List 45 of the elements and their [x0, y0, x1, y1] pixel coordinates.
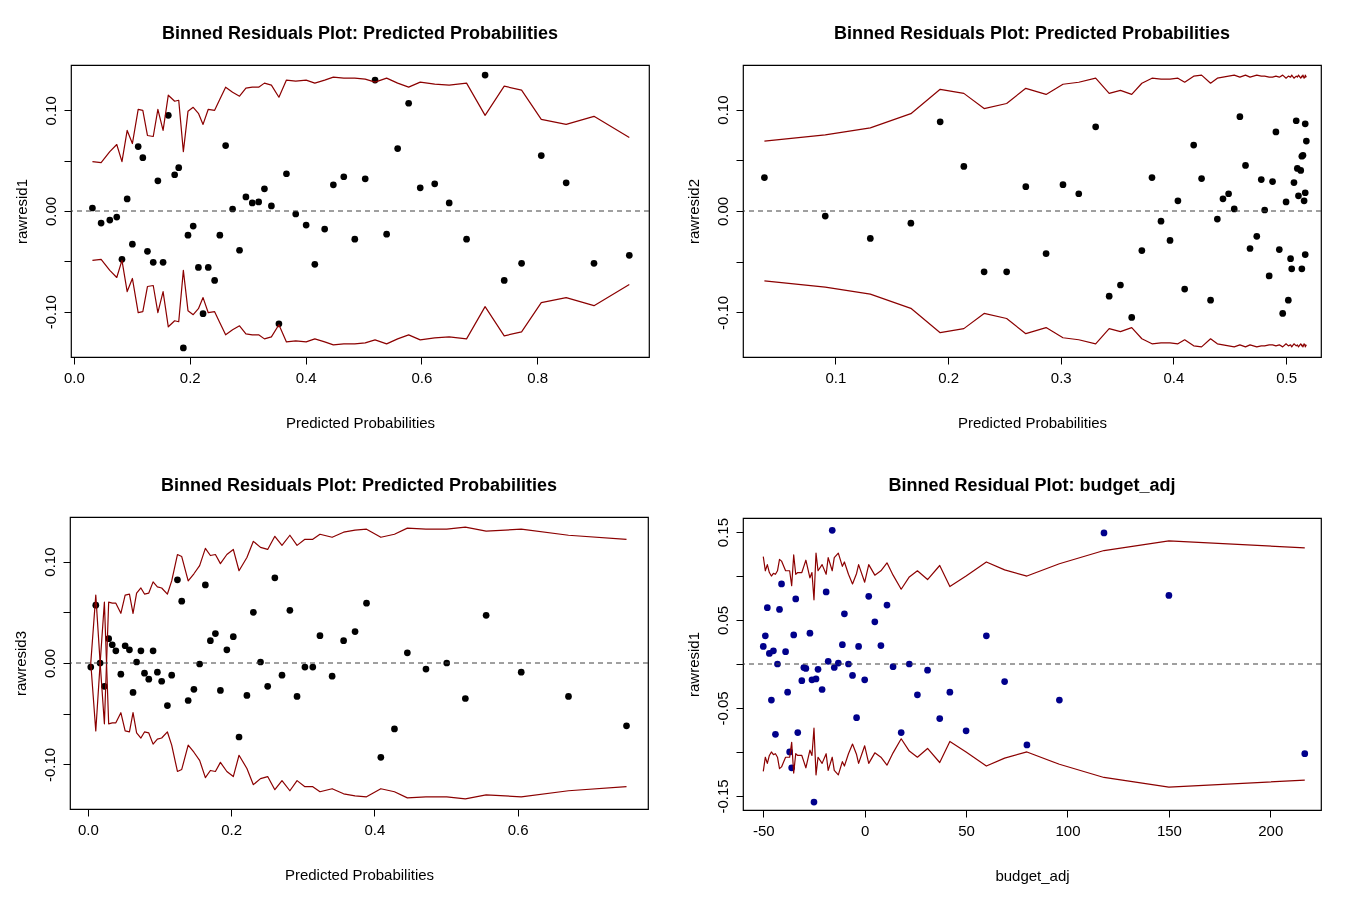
x-tick-label: 0.3: [1050, 368, 1072, 386]
x-axis-title: Predicted Probabilities: [284, 865, 435, 883]
chart-title: Binned Residuals Plot: Predicted Probabilities: [833, 23, 1231, 43]
y-tick-label: 0.10: [41, 96, 59, 126]
x-tick-label: 200: [1258, 821, 1284, 839]
y-tick-label: -0.15: [713, 779, 731, 814]
y-axis-title: rawresid1: [12, 178, 30, 245]
x-tick-label: 0.0: [77, 820, 99, 838]
x-tick-label: 0.2: [938, 368, 959, 386]
x-tick-label: 0: [861, 821, 870, 839]
chart-title: Binned Residuals Plot: Predicted Probabilities: [160, 475, 558, 495]
chart-title: Binned Residuals Plot: Predicted Probabilities: [161, 23, 559, 43]
x-axis-title: budget_adj: [995, 866, 1070, 884]
y-tick-label: -0.10: [41, 295, 59, 330]
x-tick-label: 0.4: [295, 368, 317, 386]
x-tick-label: 0.4: [364, 820, 386, 838]
y-tick-label: 0.10: [713, 95, 731, 125]
x-tick-label: 0.6: [507, 820, 529, 838]
x-tick-label: 0.0: [63, 368, 85, 386]
y-tick-label: 0.00: [41, 196, 59, 227]
x-tick-label: -50: [752, 821, 775, 839]
y-tick-label: 0.00: [713, 196, 731, 227]
x-tick-label: 0.8: [527, 368, 549, 386]
y-tick-label: -0.10: [40, 747, 58, 782]
x-tick-label: 150: [1156, 821, 1182, 839]
chart-title: Binned Residual Plot: budget_adj: [888, 475, 1176, 496]
x-tick-label: 0.1: [825, 368, 847, 386]
y-tick-label: -0.10: [713, 295, 731, 330]
x-tick-label: 0.4: [1163, 368, 1185, 386]
x-tick-label: 0.2: [221, 820, 243, 838]
y-axis-title: rawresid1: [684, 631, 702, 698]
y-axis-title: rawresid2: [684, 178, 702, 245]
x-tick-label: 0.5: [1276, 368, 1297, 386]
x-tick-label: 100: [1055, 821, 1081, 839]
y-tick-label: 0.15: [713, 517, 731, 548]
y-axis-title: rawresid3: [11, 630, 29, 697]
x-tick-label: 50: [958, 821, 975, 839]
y-tick-label: -0.05: [713, 691, 731, 726]
y-tick-label: 0.05: [713, 605, 731, 636]
y-tick-label: 0.10: [40, 547, 58, 577]
x-axis-title: Predicted Probabilities: [285, 413, 436, 431]
x-tick-label: 0.2: [179, 368, 201, 386]
x-tick-label: 0.6: [411, 368, 433, 386]
y-tick-label: 0.00: [40, 648, 58, 679]
x-axis-title: Predicted Probabilities: [957, 413, 1108, 431]
